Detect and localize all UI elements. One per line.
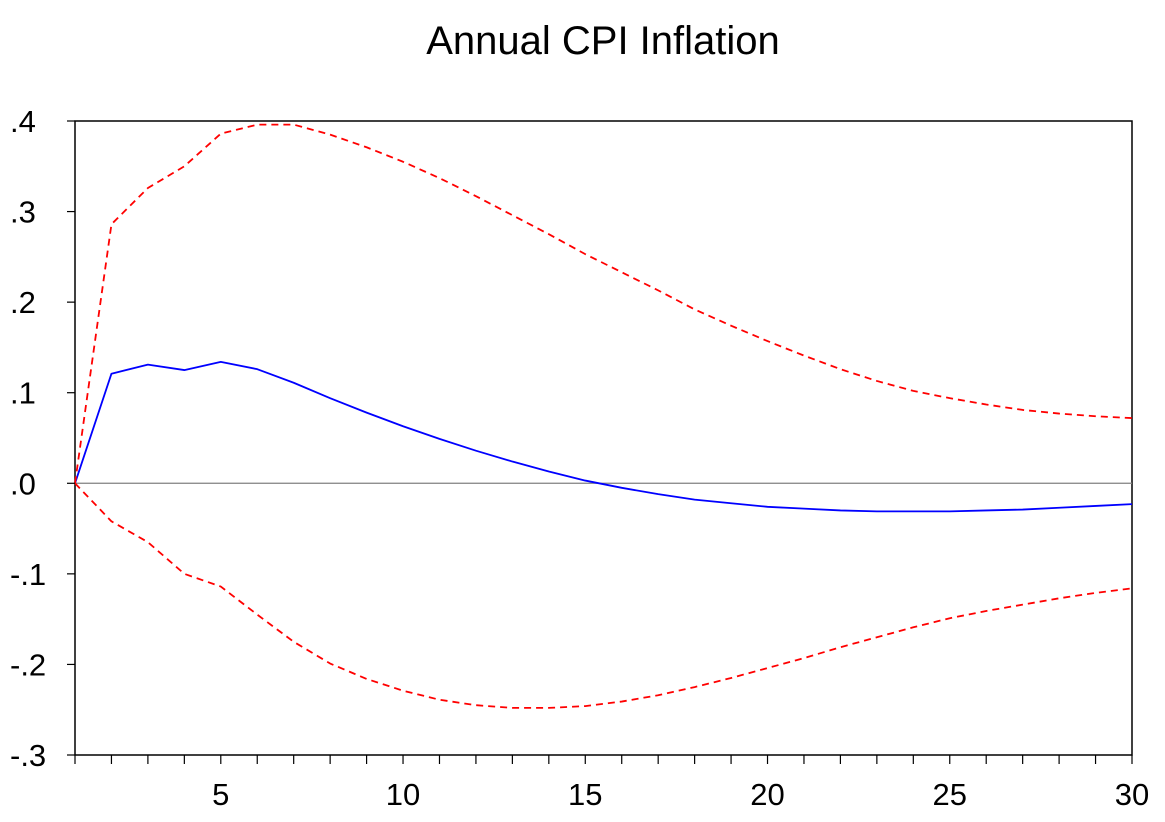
y-tick-label: .1 (10, 376, 36, 411)
y-tick-label: -.1 (10, 557, 46, 592)
x-tick-label: 30 (1115, 777, 1149, 812)
response-line (74, 361, 1133, 513)
chart-title: Annual CPI Inflation (426, 19, 780, 63)
confidence-band-line (74, 482, 1133, 709)
x-tick-label: 20 (750, 777, 784, 812)
x-tick-label: 10 (386, 777, 420, 812)
y-tick-label: .2 (10, 285, 36, 320)
x-tick-label: 25 (933, 777, 967, 812)
plot-frame (74, 120, 1133, 756)
y-tick-label: -.2 (10, 647, 46, 682)
y-tick-label: .0 (10, 466, 36, 501)
x-tick-label: 5 (212, 777, 229, 812)
confidence-band-line (74, 123, 1133, 484)
x-tick-label: 15 (568, 777, 602, 812)
y-tick-label: .3 (10, 195, 36, 230)
y-tick-label: -.3 (10, 738, 46, 773)
y-tick-label: .4 (10, 104, 36, 139)
